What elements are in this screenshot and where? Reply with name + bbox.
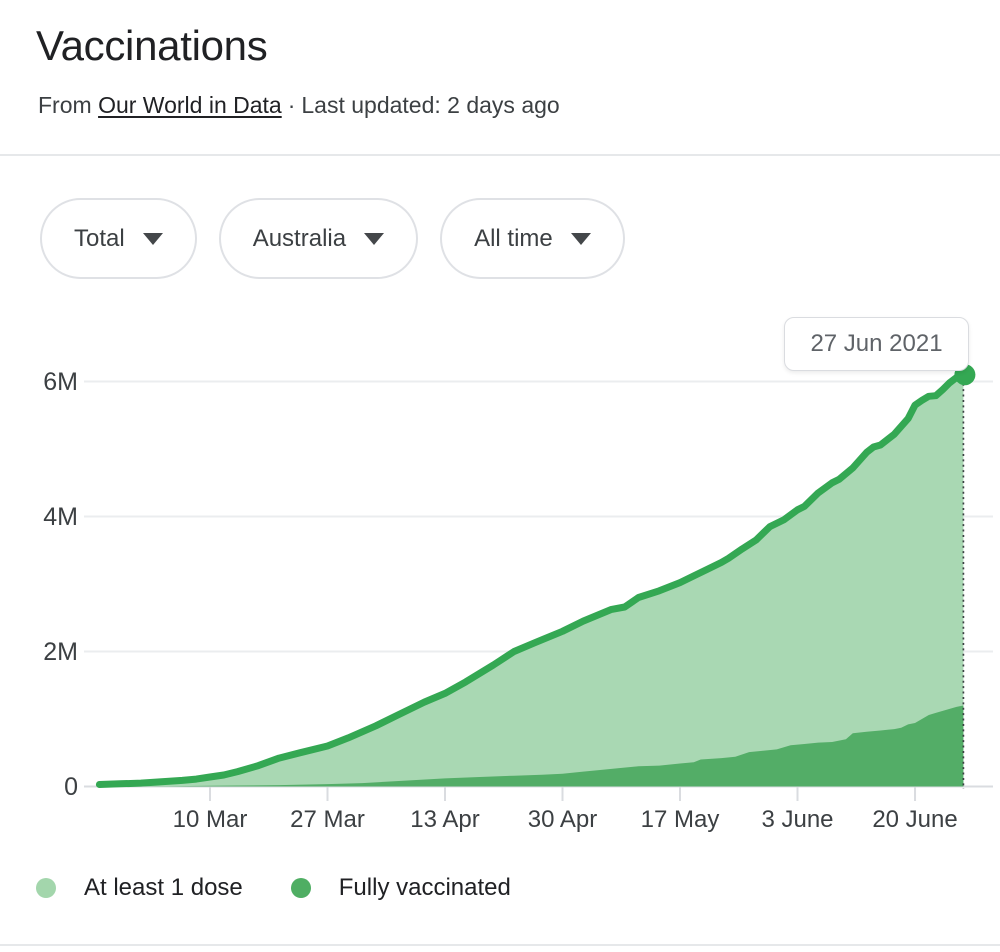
legend-item-dose1: At least 1 dose (36, 874, 243, 902)
x-tick-label: 17 May (640, 806, 720, 833)
area-dose1 (99, 374, 964, 787)
last-updated: Last updated: 2 days ago (301, 92, 560, 118)
filter-bar: Total Australia All time (40, 198, 625, 279)
chevron-down-icon (142, 232, 163, 245)
x-tick-label: 27 Mar (290, 806, 365, 833)
chevron-down-icon (364, 232, 385, 245)
date-tooltip: 27 Jun 2021 (784, 317, 969, 371)
separator: · (287, 92, 296, 118)
y-tick-label: 4M (43, 502, 78, 531)
legend-label-fully: Fully vaccinated (338, 874, 511, 901)
x-tick-label: 3 June (761, 806, 834, 833)
y-tick-label: 2M (43, 637, 78, 666)
x-tick-label: 13 Apr (410, 806, 480, 833)
timerange-dropdown[interactable]: All time (440, 198, 625, 279)
legend-label-dose1: At least 1 dose (84, 874, 243, 901)
end-point-dot (954, 364, 976, 386)
region-dropdown[interactable]: Australia (218, 198, 419, 279)
page-title: Vaccinations (36, 22, 268, 69)
metric-dropdown-label: Total (74, 224, 125, 252)
metric-dropdown[interactable]: Total (40, 198, 197, 279)
line-dose1 (95, 371, 967, 788)
source-line: From Our World in Data · Last updated: 2 d… (38, 92, 560, 119)
x-tick-label: 30 Apr (527, 806, 598, 833)
x-tick-label: 20 June (872, 806, 958, 833)
chevron-down-icon (570, 232, 591, 245)
timerange-dropdown-label: All time (474, 224, 553, 252)
region-dropdown-label: Australia (252, 224, 347, 252)
y-tick-label: 0 (64, 772, 78, 801)
area-fully (99, 705, 964, 787)
fully-swatch-icon (290, 878, 311, 898)
source-prefix: From (38, 92, 92, 118)
top-divider (0, 154, 1000, 156)
x-tick-label: 10 Mar (172, 806, 248, 833)
y-tick-label: 6M (43, 367, 78, 396)
bottom-divider (0, 944, 1000, 946)
source-link[interactable]: Our World in Data (98, 92, 282, 118)
legend-item-fully: Fully vaccinated (290, 874, 511, 902)
chart-legend: At least 1 dose Fully vaccinated (36, 874, 511, 902)
dose1-swatch-icon (36, 878, 56, 898)
